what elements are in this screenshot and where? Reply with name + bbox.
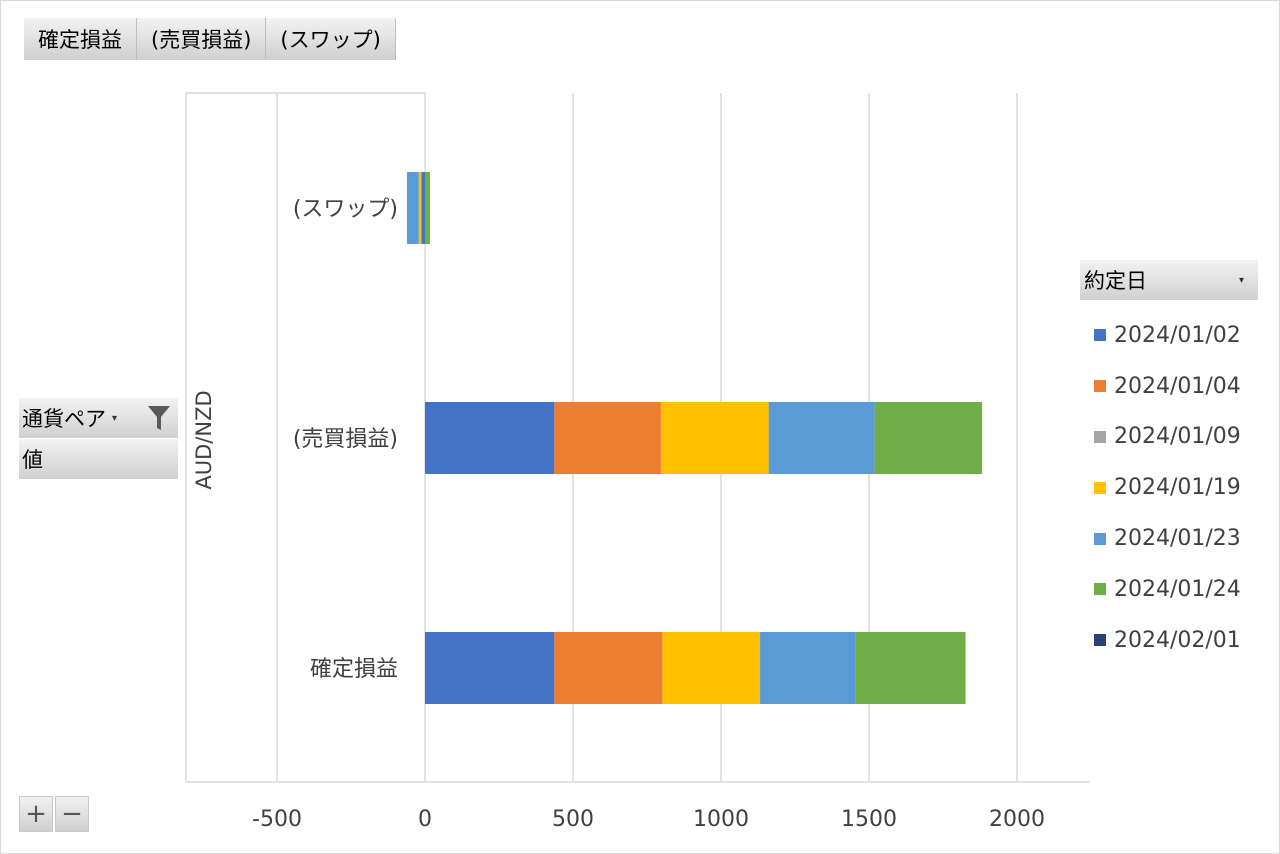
legend-swatch: [1094, 583, 1106, 596]
legend-swatch: [1094, 430, 1106, 443]
bar-segment: [760, 632, 856, 704]
expand-button[interactable]: +: [19, 796, 53, 832]
legend-swatch: [1094, 481, 1106, 494]
collapse-button[interactable]: −: [55, 796, 89, 832]
x-tick-label: 1000: [693, 807, 749, 832]
value-field-button[interactable]: (スワップ): [266, 18, 396, 60]
bar-segment: [874, 402, 983, 474]
category-group-label: AUD/NZD: [192, 390, 216, 490]
legend-label: 2024/02/01: [1114, 627, 1241, 653]
legend-field-label: 約定日: [1084, 269, 1147, 293]
axis-field-label: 値: [22, 448, 43, 472]
legend-label: 2024/01/09: [1114, 424, 1241, 450]
legend-item: 2024/02/01: [1094, 615, 1241, 666]
minus-icon: −: [61, 799, 83, 829]
bar-segment: [418, 172, 422, 244]
bar-segment: [425, 172, 431, 244]
legend-swatch: [1094, 380, 1106, 393]
legend-swatch: [1094, 532, 1106, 545]
legend-label: 2024/01/04: [1114, 373, 1241, 399]
dropdown-arrow-icon: ▾: [1238, 274, 1244, 286]
x-tick-label: 0: [418, 807, 432, 832]
value-field-buttons: 確定損益 (売買損益) (スワップ): [24, 18, 396, 60]
legend-label: 2024/01/19: [1114, 475, 1241, 501]
bar-segment: [662, 632, 761, 704]
axis-field-button-currency-pair[interactable]: 通貨ペア ▾: [19, 398, 178, 438]
bar-segment: [554, 632, 663, 704]
bar-segment: [855, 632, 966, 704]
x-tick-label: 1500: [841, 807, 897, 832]
legend-item: 2024/01/23: [1094, 513, 1241, 564]
legend-item: 2024/01/04: [1094, 361, 1241, 412]
bar-segment: [425, 402, 555, 474]
bar-segment: [660, 402, 769, 474]
x-tick-label: 500: [552, 807, 594, 832]
legend-item: 2024/01/09: [1094, 412, 1241, 463]
legend-label: 2024/01/23: [1114, 526, 1241, 552]
funnel-icon: [148, 406, 170, 430]
legend-swatch: [1094, 634, 1106, 647]
x-tick-label: -500: [252, 807, 302, 832]
bar-segment: [554, 402, 661, 474]
value-field-button[interactable]: 確定損益: [24, 18, 137, 60]
legend-field-button[interactable]: 約定日 ▾: [1080, 260, 1258, 300]
plus-icon: +: [25, 799, 47, 829]
axis-field-label: 通貨ペア: [22, 407, 106, 431]
legend-item: 2024/01/02: [1094, 310, 1241, 361]
bar-segment: [425, 632, 555, 704]
category-label: (売買損益): [293, 427, 398, 452]
x-tick-label: 2000: [989, 807, 1045, 832]
bar-segment: [406, 172, 419, 244]
axis-field-button-values[interactable]: 値: [19, 439, 178, 479]
value-field-button[interactable]: (売買損益): [137, 18, 267, 60]
legend: 2024/01/02 2024/01/04 2024/01/09 2024/01/19…: [1094, 310, 1241, 666]
legend-label: 2024/01/02: [1114, 322, 1241, 348]
category-label: (スワップ): [293, 197, 398, 222]
legend-item: 2024/01/24: [1094, 564, 1241, 615]
bar-segment: [421, 172, 425, 244]
legend-label: 2024/01/24: [1114, 576, 1241, 602]
bar-segment: [768, 402, 875, 474]
dropdown-arrow-icon: ▾: [112, 412, 118, 424]
category-label: 確定損益: [310, 657, 398, 682]
legend-swatch: [1094, 329, 1106, 342]
legend-item: 2024/01/19: [1094, 462, 1241, 513]
